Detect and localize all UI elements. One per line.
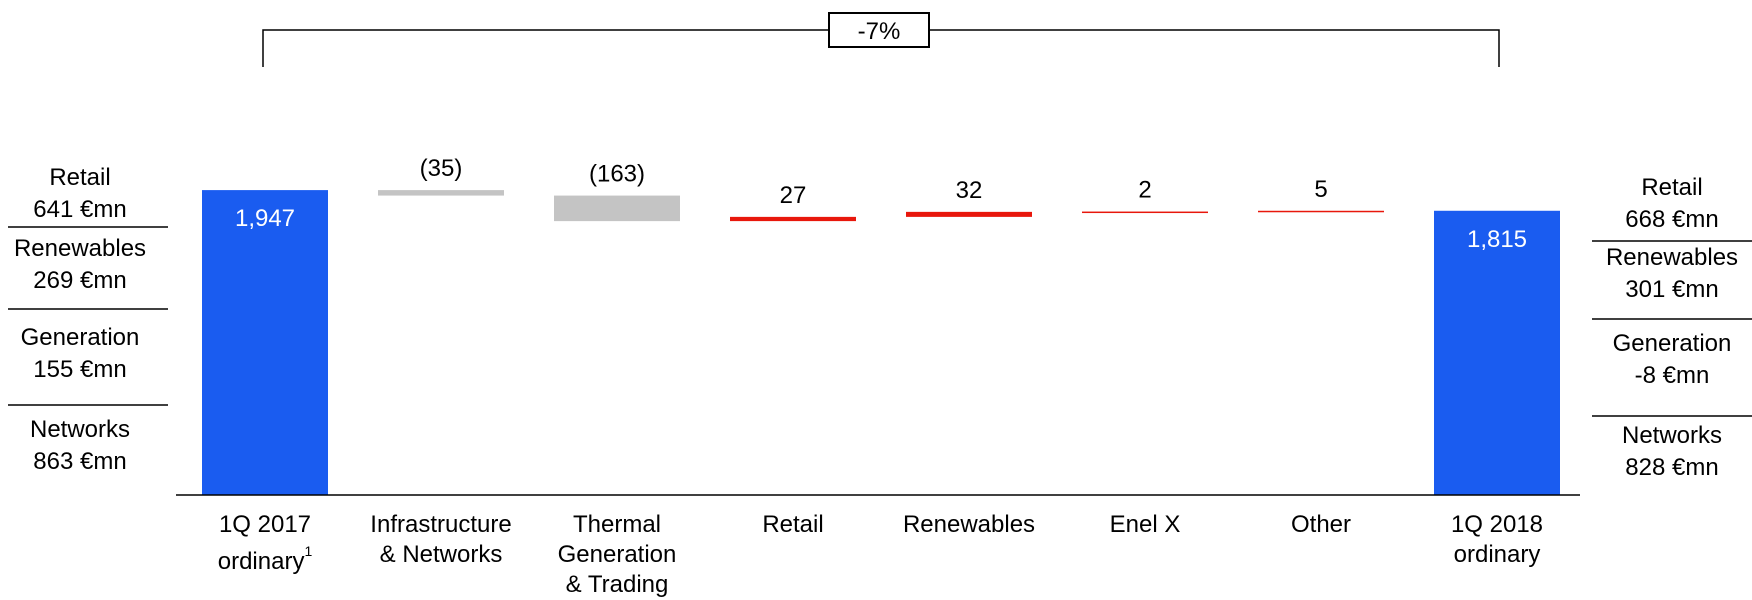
- right-breakdown-generation: Generation -8 €mn: [1592, 314, 1752, 406]
- change-percent-label: -7%: [828, 12, 930, 48]
- left-breakdown-panel: Retail 641 €mn Renewables 269 €mn Genera…: [0, 162, 160, 494]
- right-renewables-value: 301 €mn: [1625, 276, 1719, 303]
- bar-7: [1434, 210, 1560, 495]
- footnote-mark: 1: [304, 543, 313, 559]
- left-networks-value: 863 €mn: [33, 448, 127, 475]
- left-renewables-name: Renewables: [13, 235, 147, 262]
- right-breakdown-renewables: Renewables 301 €mn: [1592, 236, 1752, 314]
- bar-4: [906, 211, 1032, 217]
- bar-6: [1258, 210, 1384, 213]
- value-label-4: 32: [956, 177, 983, 204]
- right-generation-name: Generation: [1612, 330, 1732, 357]
- bar-1: [378, 190, 504, 196]
- bar-0: [202, 190, 328, 495]
- x-tick-label-2: Thermal Generation & Trading: [532, 510, 702, 600]
- x-tick-label-7: 1Q 2018 ordinary: [1412, 510, 1582, 570]
- left-networks-name: Networks: [29, 416, 131, 443]
- x-tick-text-7: 1Q 2018 ordinary: [1450, 511, 1544, 568]
- x-tick-label-1: Infrastructure & Networks: [356, 510, 526, 570]
- bar-3: [730, 216, 856, 222]
- x-tick-text-3: Retail: [762, 511, 824, 538]
- right-breakdown-networks: Networks 828 €mn: [1592, 406, 1752, 500]
- left-retail-value: 641 €mn: [33, 196, 127, 223]
- x-tick-text-5: Enel X: [1109, 511, 1181, 538]
- value-label-5: 2: [1138, 177, 1151, 204]
- x-tick-label-4: Renewables: [884, 510, 1054, 540]
- left-renewables-value: 269 €mn: [33, 267, 127, 294]
- right-retail-name: Retail: [1641, 174, 1703, 201]
- x-tick-text-2: Thermal Generation & Trading: [557, 511, 677, 598]
- left-generation-name: Generation: [20, 324, 140, 351]
- value-label-3: 27: [780, 182, 807, 209]
- left-retail-name: Retail: [49, 164, 111, 191]
- value-label-0: 1,947: [235, 205, 295, 232]
- right-breakdown-panel: Retail 668 €mn Renewables 301 €mn Genera…: [1592, 172, 1752, 500]
- value-label-1: (35): [420, 155, 463, 182]
- value-label-2: (163): [589, 161, 645, 188]
- right-networks-value: 828 €mn: [1625, 454, 1719, 481]
- right-networks-name: Networks: [1621, 422, 1723, 449]
- bar-5: [1082, 211, 1208, 214]
- x-tick-label-3: Retail: [708, 510, 878, 540]
- left-breakdown-retail: Retail 641 €mn: [0, 162, 160, 227]
- x-tick-text-6: Other: [1290, 511, 1352, 538]
- right-generation-value: -8 €mn: [1634, 362, 1710, 389]
- left-generation-value: 155 €mn: [33, 356, 127, 383]
- bar-2: [554, 195, 680, 222]
- x-tick-label-0: 1Q 2017 ordinary1: [180, 510, 350, 577]
- value-label-6: 5: [1314, 176, 1327, 203]
- x-tick-label-5: Enel X: [1060, 510, 1230, 540]
- x-tick-text-1: Infrastructure & Networks: [370, 511, 512, 568]
- left-breakdown-renewables: Renewables 269 €mn: [0, 227, 160, 308]
- right-retail-value: 668 €mn: [1625, 206, 1719, 233]
- x-tick-text-0: 1Q 2017 ordinary: [217, 511, 312, 575]
- value-label-7: 1,815: [1467, 226, 1527, 253]
- left-breakdown-generation: Generation 155 €mn: [0, 308, 160, 402]
- left-breakdown-networks: Networks 863 €mn: [0, 402, 160, 494]
- right-breakdown-retail: Retail 668 €mn: [1592, 172, 1752, 236]
- x-tick-text-4: Renewables: [902, 511, 1036, 538]
- x-tick-label-6: Other: [1236, 510, 1406, 540]
- right-renewables-name: Renewables: [1605, 244, 1739, 271]
